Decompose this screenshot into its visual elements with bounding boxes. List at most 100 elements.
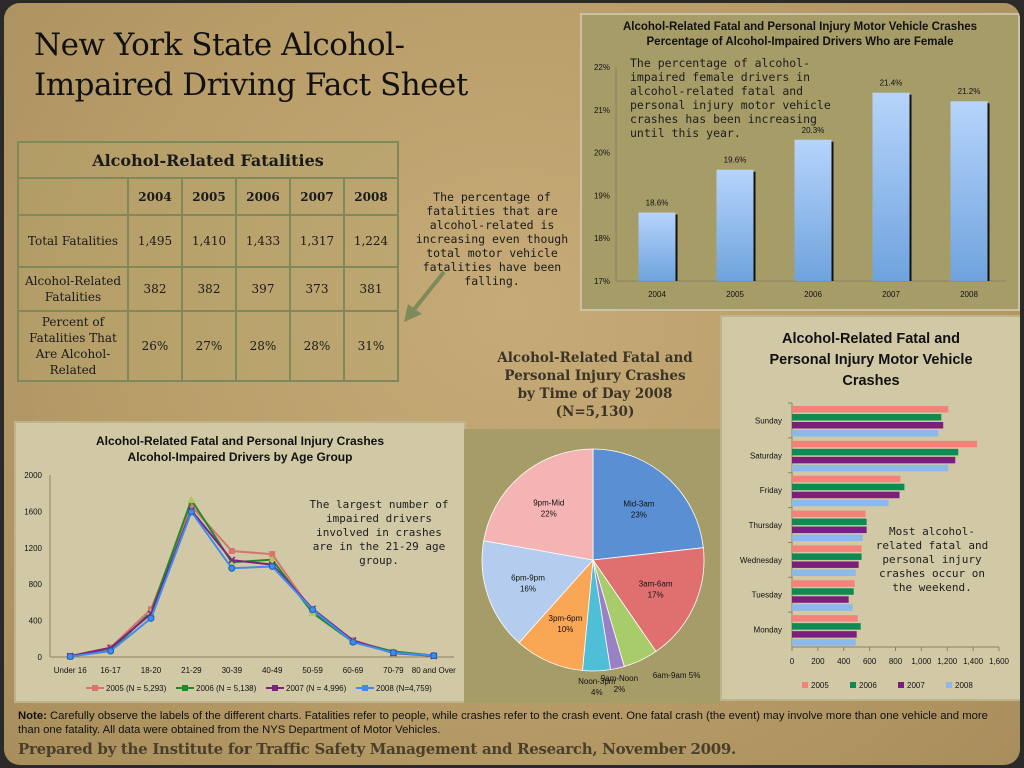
female-percentage-chart: Alcohol-Related Fatal and Personal Injur… (580, 13, 1020, 311)
category-label: Sunday (755, 416, 782, 425)
x-tick-label: 1,600 (989, 657, 1010, 666)
x-tick-label: 70-79 (383, 666, 404, 675)
pie-value: 10% (557, 625, 573, 634)
data-point (349, 638, 357, 646)
bar (792, 596, 849, 603)
pie-value: 23% (631, 511, 647, 520)
pie-label: 3pm-6pm (549, 614, 583, 623)
x-tick-label: 200 (811, 657, 825, 666)
data-point (107, 647, 115, 655)
legend-label: 2008 (N=4,759) (376, 684, 432, 693)
pie-chart-title: Alcohol-Related Fatal and Personal Injur… (480, 349, 710, 421)
chart-title-line1: Alcohol-Related Fatal and Personal Injur… (95, 434, 385, 448)
x-tick-label: Under 16 (54, 666, 87, 675)
legend-label: 2006 (N = 5,138) (196, 684, 257, 693)
legend-marker (850, 682, 856, 688)
table-header-year: 2007 (289, 177, 345, 216)
data-point (430, 652, 438, 660)
pie-title-line4: (N=5,130) (555, 404, 635, 420)
data-point (268, 555, 277, 563)
table-cell: 1,495 (127, 214, 183, 268)
bar (792, 569, 856, 576)
bar (792, 430, 939, 437)
row-label: Alcohol-Related Fatalities (17, 266, 129, 312)
legend-label: 2005 (N = 5,293) (106, 684, 167, 693)
legend-marker (946, 682, 952, 688)
bar (792, 440, 978, 448)
bar (792, 631, 857, 638)
category-label: Wednesday (740, 556, 782, 565)
pie-title-line3: by Time of Day 2008 (517, 386, 673, 402)
y-tick-label: 20% (594, 149, 610, 158)
weekday-bar-chart-svg: Sunday Saturday Friday Thursday Wednesday Tue… (740, 402, 1010, 690)
pie-value: 22% (541, 509, 557, 518)
x-tick-label: 60-69 (343, 666, 364, 675)
data-point (187, 508, 195, 516)
data-label: 19.6% (724, 156, 747, 165)
table-row: Total Fatalities 1,495 1,410 1,433 1,317… (17, 214, 399, 268)
table-cell: 1,433 (235, 214, 291, 268)
pie-slice (518, 558, 594, 671)
x-tick-label: 800 (889, 657, 903, 666)
category-label: Saturday (750, 451, 782, 460)
pie-value: 4% (591, 688, 603, 697)
x-tick-label: 80 and Over (412, 666, 456, 675)
x-tick-label: 2005 (726, 290, 744, 299)
y-tick-label: 1200 (24, 544, 42, 553)
pie-slice (481, 540, 594, 644)
table-cell: 373 (289, 266, 345, 312)
bar (792, 475, 901, 483)
data-point (268, 562, 276, 570)
pie-slice (592, 547, 705, 652)
data-label: 18.6% (646, 199, 669, 208)
data-point (269, 551, 276, 558)
bar (792, 456, 956, 464)
page-title-line1: New York State Alcohol- (34, 27, 405, 63)
table-header-year: 2005 (181, 177, 237, 216)
pie-chart-svg: Mid-3am 23% 3am-6am 17% 6am-9am 5% 9am-Noon 2%… (481, 448, 705, 697)
y-tick-label: 0 (38, 653, 43, 662)
y-tick-label: 22% (594, 63, 610, 72)
weekday-chart-annotation: Most alcohol-related fatal and personal … (875, 525, 989, 594)
chart-title-line: Personal Injury Motor Vehicle (769, 352, 973, 368)
table-header-row: 2004 2005 2006 2007 2008 (17, 177, 399, 216)
table-cell: 1,410 (181, 214, 237, 268)
chart-title: Alcohol-Related Fatal and Personal Injur… (16, 433, 464, 465)
category-label: Monday (754, 626, 782, 635)
y-tick-label: 21% (594, 106, 610, 115)
y-tick-label: 1600 (24, 507, 42, 516)
legend-marker (362, 685, 368, 691)
female-chart-annotation: The percentage of alcohol-impaired femal… (630, 56, 831, 140)
x-tick-label: 50-59 (302, 666, 323, 675)
bar (792, 510, 866, 518)
data-label: 21.2% (958, 87, 981, 96)
pie-label: 6am-9am 5% (653, 671, 701, 680)
legend-label: 2005 (811, 681, 829, 690)
day-of-week-chart: Alcohol-Related Fatal and Personal Injury… (720, 315, 1020, 701)
chart-title: Alcohol-Related Fatal and Personal Injury… (722, 329, 1020, 392)
data-point (228, 556, 236, 564)
prepared-by: Prepared by the Institute for Traffic Sa… (18, 740, 736, 758)
table-cell: 397 (235, 266, 291, 312)
table-row: Percent of Fatalities That Are Alcohol-R… (17, 310, 399, 382)
bar (792, 580, 855, 587)
table-cell: 28% (235, 310, 291, 382)
bar (792, 545, 862, 552)
footer-note: Note: Carefully observe the labels of th… (18, 709, 1008, 737)
x-tick-label: 2008 (960, 290, 978, 299)
data-point (389, 649, 397, 657)
table-cell: 27% (181, 310, 237, 382)
table-cell: 1,224 (343, 214, 399, 268)
chart-title-line: Alcohol-Related Fatal and (781, 331, 961, 347)
age-chart-annotation: The largest number of impaired drivers i… (309, 498, 449, 567)
table-annotation: The percentage of fatalities that are al… (415, 190, 569, 288)
bar (792, 604, 853, 611)
table-cell: 28% (289, 310, 345, 382)
table-header-year: 2008 (343, 177, 399, 216)
arrow-icon (404, 270, 446, 322)
y-tick-label: 18% (594, 234, 610, 243)
x-tick-label: 1,000 (911, 657, 932, 666)
data-label: 21.4% (880, 79, 903, 88)
age-line-chart-svg: 0 400 800 1200 1600 2000 Under 16 16-17 18-20 21-… (24, 471, 456, 693)
fatalities-table: Alcohol-Related Fatalities 2004 2005 200… (17, 141, 399, 382)
